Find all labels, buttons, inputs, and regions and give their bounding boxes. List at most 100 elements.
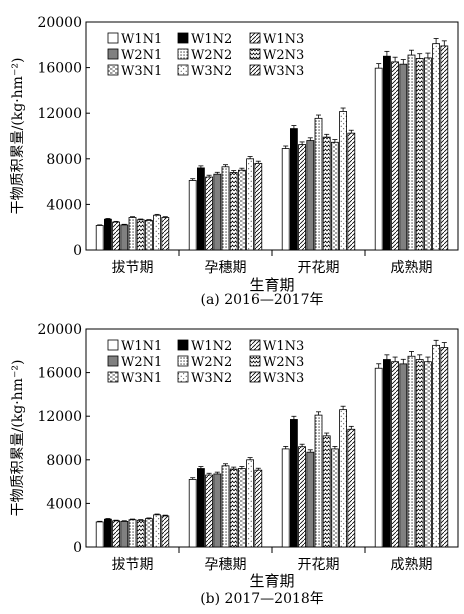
bar-w3n2-3: [340, 111, 347, 250]
bar-w1n1-2: [189, 479, 196, 547]
bar-w1n1-1: [96, 522, 103, 547]
bar-w3n3-4: [441, 46, 448, 250]
legend-swatch-w2n2: [178, 49, 188, 59]
bar-w3n2-2: [247, 460, 254, 547]
legend-label-w2n1: W2N1: [121, 48, 162, 63]
x-tick-label: 开花期: [298, 557, 340, 573]
chart-panel-1: 0 4000 8000 12000 16000 20000 干物质积累量/(kg·hm⁻²)…: [10, 15, 458, 308]
x-axis-label: 生育期: [249, 572, 294, 590]
bar-w3n1-1: [145, 220, 152, 250]
bar-w3n2-3: [340, 410, 347, 547]
y-tick-label: 8000: [46, 453, 82, 469]
bar-w1n1-4: [375, 368, 382, 547]
bar-w3n2-1: [154, 215, 161, 250]
bar-w1n3-1: [113, 521, 120, 547]
legend-label-w3n2: W3N2: [191, 371, 232, 386]
legend-swatch-w1n1: [108, 33, 118, 43]
legend-label-w3n3: W3N3: [263, 64, 304, 79]
x-tick-label: 拔节期: [112, 557, 154, 573]
legend-label-w2n1: W2N1: [121, 355, 162, 370]
bar-w1n3-3: [299, 447, 306, 547]
legend-label-w3n1: W3N1: [121, 371, 162, 386]
legend-swatch-w2n3: [250, 49, 260, 59]
legend-swatch-w2n3: [250, 356, 260, 366]
bar-w2n1-1: [121, 521, 128, 547]
legend-label-w2n3: W2N3: [263, 48, 304, 63]
legend: W1N1 W1N2 W1N3 W2N1 W2N2 W2N3 W3N1 W3N2 W3N3: [108, 339, 304, 386]
bar-w1n3-4: [392, 362, 399, 547]
bar-w2n1-1: [121, 225, 128, 250]
bar-w1n2-3: [290, 419, 297, 547]
y-axis-label: 干物质积累量/(kg·hm⁻²): [10, 360, 26, 517]
bar-w1n3-2: [206, 475, 213, 547]
bar-w2n1-2: [214, 474, 221, 547]
bar-w2n3-4: [416, 58, 423, 250]
bar-w3n2-2: [247, 159, 254, 250]
legend-label-w3n3: W3N3: [263, 371, 304, 386]
legend: W1N1 W1N2 W1N3 W2N1 W2N2 W2N3 W3N1 W3N2 W3N3: [108, 32, 304, 79]
legend-swatch-w1n2: [178, 340, 188, 350]
y-tick-label: 20000: [37, 15, 82, 31]
bar-w2n1-3: [307, 141, 314, 250]
bar-w2n2-2: [222, 466, 229, 547]
bar-w2n1-4: [400, 64, 407, 250]
y-tick-label: 12000: [37, 409, 82, 425]
legend-label-w1n2: W1N2: [191, 339, 232, 354]
bar-w3n2-1: [154, 515, 161, 547]
bar-w3n2-4: [433, 44, 440, 250]
bar-w1n1-3: [282, 149, 289, 250]
bar-w3n1-2: [238, 469, 245, 547]
panel-caption: (a) 2016—2017年: [201, 292, 324, 308]
bar-w3n1-4: [424, 362, 431, 547]
bar-w3n3-2: [255, 470, 262, 547]
legend-swatch-w1n2: [178, 33, 188, 43]
y-tick-label: 0: [73, 540, 82, 556]
bar-w1n1-1: [96, 225, 103, 250]
legend-swatch-w3n2: [178, 372, 188, 382]
x-tick-label: 开花期: [298, 260, 340, 276]
x-tick-label: 孕穗期: [205, 260, 247, 276]
legend-label-w2n2: W2N2: [191, 355, 232, 370]
legend-swatch-w3n2: [178, 65, 188, 75]
y-tick-label: 4000: [46, 197, 82, 213]
bar-w1n1-3: [282, 449, 289, 547]
bar-w1n2-2: [197, 168, 204, 250]
legend-swatch-w1n3: [250, 340, 260, 350]
bar-w1n2-3: [290, 129, 297, 250]
panel-caption: (b) 2017—2018年: [200, 591, 324, 607]
bar-w3n3-3: [348, 429, 355, 547]
bar-w2n2-1: [129, 218, 136, 250]
bar-w1n2-4: [383, 360, 390, 547]
bar-w2n3-1: [137, 220, 144, 250]
bar-w1n2-2: [197, 469, 204, 547]
bar-w2n3-2: [230, 172, 237, 250]
y-tick-label: 0: [73, 243, 82, 259]
y-tick-label: 12000: [37, 106, 82, 122]
bar-w2n2-1: [129, 520, 136, 547]
bar-w1n3-4: [392, 62, 399, 250]
bar-w2n3-4: [416, 360, 423, 547]
legend-swatch-w2n1: [108, 356, 118, 366]
bar-w2n1-3: [307, 452, 314, 547]
bar-w1n1-2: [189, 180, 196, 250]
bar-w1n3-1: [113, 222, 120, 250]
bar-w2n3-3: [323, 137, 330, 250]
bar-w2n3-3: [323, 436, 330, 547]
y-tick-label: 8000: [46, 152, 82, 168]
x-tick-label: 拔节期: [112, 260, 154, 276]
x-tick-label: 孕穗期: [205, 557, 247, 573]
legend-label-w2n3: W2N3: [263, 355, 304, 370]
bar-w3n3-2: [255, 163, 262, 250]
bar-w2n3-2: [230, 469, 237, 547]
legend-label-w1n2: W1N2: [191, 32, 232, 47]
legend-label-w2n2: W2N2: [191, 48, 232, 63]
y-tick-label: 4000: [46, 496, 82, 512]
bar-w3n2-4: [433, 345, 440, 547]
legend-swatch-w3n3: [250, 372, 260, 382]
y-axis-label: 干物质积累量/(kg·hm⁻²): [10, 58, 26, 215]
chart-panel-2: 0 4000 8000 12000 16000 20000 干物质积累量/(kg·hm⁻²)…: [10, 322, 458, 607]
bar-w2n1-2: [214, 174, 221, 250]
legend-swatch-w2n1: [108, 49, 118, 59]
bar-w3n1-3: [331, 449, 338, 547]
